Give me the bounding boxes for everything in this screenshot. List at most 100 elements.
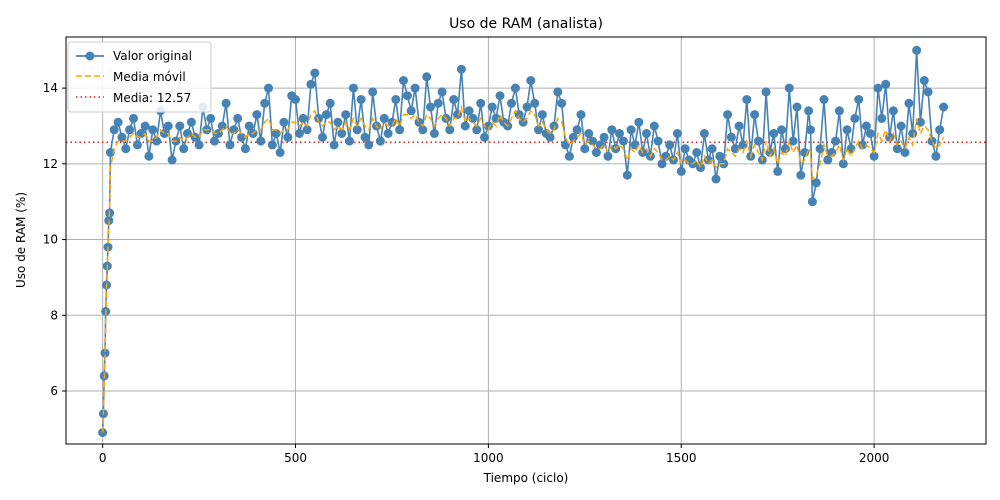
series-original-point xyxy=(194,140,204,150)
series-original-point xyxy=(753,136,763,146)
series-original-point xyxy=(113,117,123,127)
series-original-point xyxy=(892,144,902,154)
series-original-point xyxy=(186,117,196,127)
series-original-point xyxy=(603,151,613,161)
series-original-point xyxy=(591,148,601,157)
y-tick-label: 14 xyxy=(43,81,58,95)
series-original-point xyxy=(121,144,131,154)
series-original-point xyxy=(210,136,219,146)
series-original-point xyxy=(206,113,216,123)
series-original-point xyxy=(780,144,790,154)
series-original-point xyxy=(549,121,559,131)
series-original-point xyxy=(476,98,486,108)
series-original-point xyxy=(811,178,821,188)
series-original-point xyxy=(777,125,787,135)
series-original-point xyxy=(873,83,883,93)
series-original-point xyxy=(588,136,597,146)
series-original-point xyxy=(167,155,177,165)
series-original-point xyxy=(244,121,254,131)
series-original-point xyxy=(279,117,289,127)
y-tick-label: 8 xyxy=(50,308,58,322)
series-original-point xyxy=(306,79,316,89)
series-original-point xyxy=(364,140,374,150)
series-original-point xyxy=(325,98,335,108)
series-original-point xyxy=(537,110,547,120)
series-original-point xyxy=(526,76,536,85)
series-original-point xyxy=(561,140,570,150)
series-original-point xyxy=(260,98,270,108)
series-original-point xyxy=(904,98,914,108)
series-original-point xyxy=(564,151,574,161)
legend-marker-original xyxy=(85,51,95,61)
series-original-point xyxy=(302,125,312,135)
series-original-point xyxy=(854,95,864,104)
series-original-point xyxy=(858,140,868,150)
series-original-point xyxy=(711,174,721,184)
series-original-point xyxy=(360,132,370,142)
series-original-point xyxy=(534,125,543,135)
series-original-point xyxy=(908,129,918,138)
x-tick-label: 0 xyxy=(99,451,107,465)
series-original-point xyxy=(896,121,906,131)
x-tick-label: 2000 xyxy=(859,451,890,465)
series-original-point xyxy=(761,87,771,97)
legend-label-mean: Media: 12.57 xyxy=(113,91,191,105)
x-axis-ticks: 0 500 1000 1500 2000 xyxy=(99,444,890,465)
y-tick-label: 6 xyxy=(50,384,58,398)
series-original-point xyxy=(692,148,702,157)
series-original-point xyxy=(931,151,941,161)
series-original-point xyxy=(140,121,150,131)
y-axis-label: Uso de RAM (%) xyxy=(14,192,28,288)
series-original-point xyxy=(221,98,231,108)
series-original-point xyxy=(699,129,709,138)
series-original-point xyxy=(217,121,227,131)
series-original-point xyxy=(846,144,856,154)
series-original-point xyxy=(784,83,794,93)
series-original-point xyxy=(402,91,412,101)
series-original-point xyxy=(487,102,497,112)
series-original-point xyxy=(792,102,802,112)
series-original-point xyxy=(707,144,717,154)
series-original-point xyxy=(375,136,385,146)
series-group xyxy=(98,45,949,438)
series-original-point xyxy=(298,113,308,123)
series-original-point xyxy=(433,98,443,108)
series-original-point xyxy=(225,140,235,150)
series-original-point xyxy=(680,144,690,154)
series-original-point xyxy=(422,72,432,82)
series-original-point xyxy=(483,121,493,131)
series-original-point xyxy=(368,87,378,97)
series-original-point xyxy=(472,125,482,135)
x-tick-label: 1000 xyxy=(473,451,504,465)
series-original-point xyxy=(915,117,925,127)
series-original-point xyxy=(626,125,636,135)
series-original-point xyxy=(468,113,478,123)
series-original-point xyxy=(807,197,817,207)
series-original-point xyxy=(599,132,609,142)
series-original-point xyxy=(715,151,725,161)
series-original-point xyxy=(136,129,146,138)
series-original-point xyxy=(341,110,351,120)
series-original-point xyxy=(850,113,860,123)
series-original-point xyxy=(426,102,435,112)
series-original-point xyxy=(939,102,949,112)
series-original-point xyxy=(352,125,362,135)
series-original-point xyxy=(831,136,841,146)
series-original-point xyxy=(634,117,644,127)
series-original-point xyxy=(109,125,119,135)
series-original-point xyxy=(445,125,455,135)
series-original-point xyxy=(653,136,663,146)
series-original-point xyxy=(788,136,798,146)
series-original-point xyxy=(105,148,115,157)
series-original-point xyxy=(310,68,320,78)
series-original-point xyxy=(919,76,929,85)
series-original-point xyxy=(283,132,293,142)
series-original-point xyxy=(495,91,505,101)
series-original-point xyxy=(923,87,933,97)
series-original-point xyxy=(672,129,682,138)
series-original-point xyxy=(557,98,567,108)
series-original-point xyxy=(510,83,520,93)
series-original-point xyxy=(607,125,617,135)
series-original-point xyxy=(676,166,686,176)
legend-label-moving-avg: Media móvil xyxy=(113,70,186,84)
